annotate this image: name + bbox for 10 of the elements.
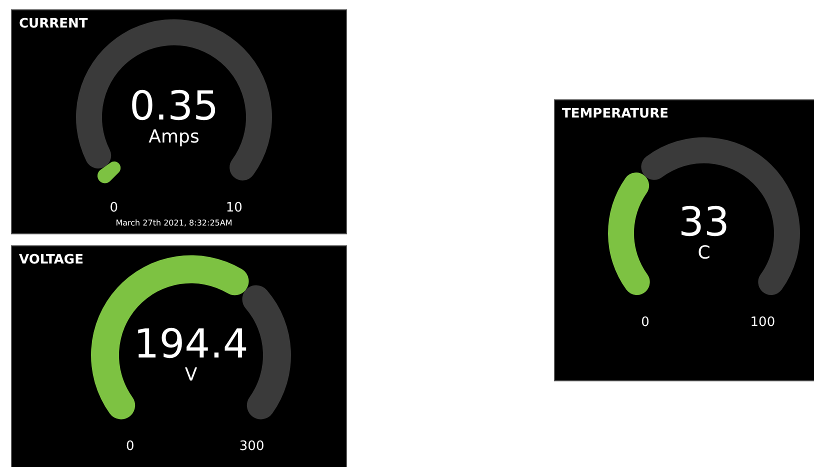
text: 100 (750, 314, 776, 330)
chart-title: VOLTAGE (19, 252, 84, 268)
text: 300 (239, 439, 264, 454)
text: 0 (110, 200, 118, 216)
text: 0 (641, 314, 650, 330)
text: 10 (226, 200, 242, 216)
text: March 27th 2021, 8:32:25AM (116, 218, 232, 228)
text: 0 (126, 439, 134, 454)
chart-title: CURRENT (19, 16, 88, 32)
chart-title: TEMPERATURE (562, 106, 668, 122)
